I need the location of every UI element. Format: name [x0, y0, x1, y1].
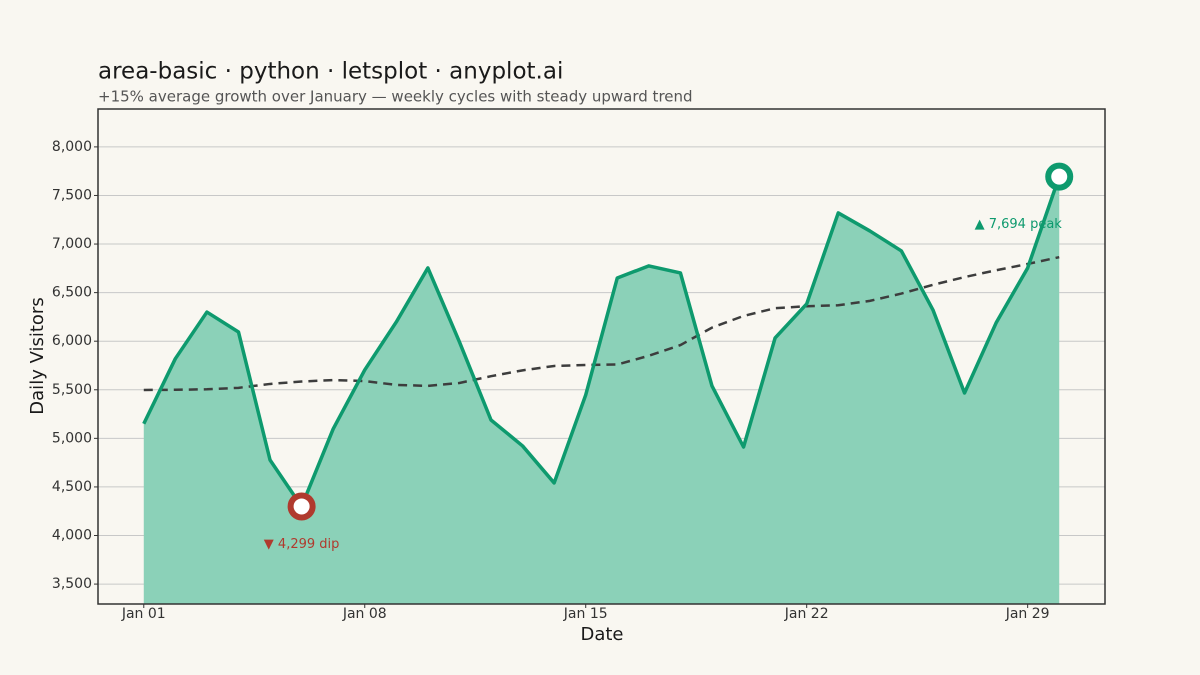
annotation: ▼ 4,299 dip: [264, 537, 340, 552]
trend-line: [143, 255, 1060, 392]
chart-title: area-basic · python · letsplot · anyplot…: [98, 59, 563, 85]
y-tick-label: 4,000: [52, 528, 92, 544]
y-tick-label: 5,000: [52, 430, 92, 446]
y-tick-label: 8,000: [52, 139, 92, 155]
y-tick-label: 7,500: [52, 187, 92, 203]
y-tick-label: 6,500: [52, 285, 92, 301]
y-tick-label: 6,000: [52, 333, 92, 349]
x-tick-label: Jan 01: [121, 606, 166, 622]
x-tick-label: Jan 08: [342, 606, 387, 622]
plot-frame: [97, 108, 1106, 605]
annotation: ▲ 7,694 peak: [975, 217, 1063, 232]
area: [143, 176, 1060, 604]
chart-subtitle: +15% average growth over January — weekl…: [98, 88, 693, 106]
highlight-marker: [1045, 162, 1074, 191]
highlight-marker: [287, 492, 316, 521]
y-tick-label: 3,500: [52, 576, 92, 592]
x-tick-label: Jan 29: [1005, 606, 1050, 622]
y-axis-label: Daily Visitors: [27, 297, 48, 414]
x-tick-label: Jan 15: [563, 606, 608, 622]
y-tick-label: 5,500: [52, 382, 92, 398]
x-tick-label: Jan 22: [784, 606, 829, 622]
x-axis-label: Date: [580, 624, 623, 645]
y-tick-label: 7,000: [52, 236, 92, 252]
y-tick-label: 4,500: [52, 479, 92, 495]
